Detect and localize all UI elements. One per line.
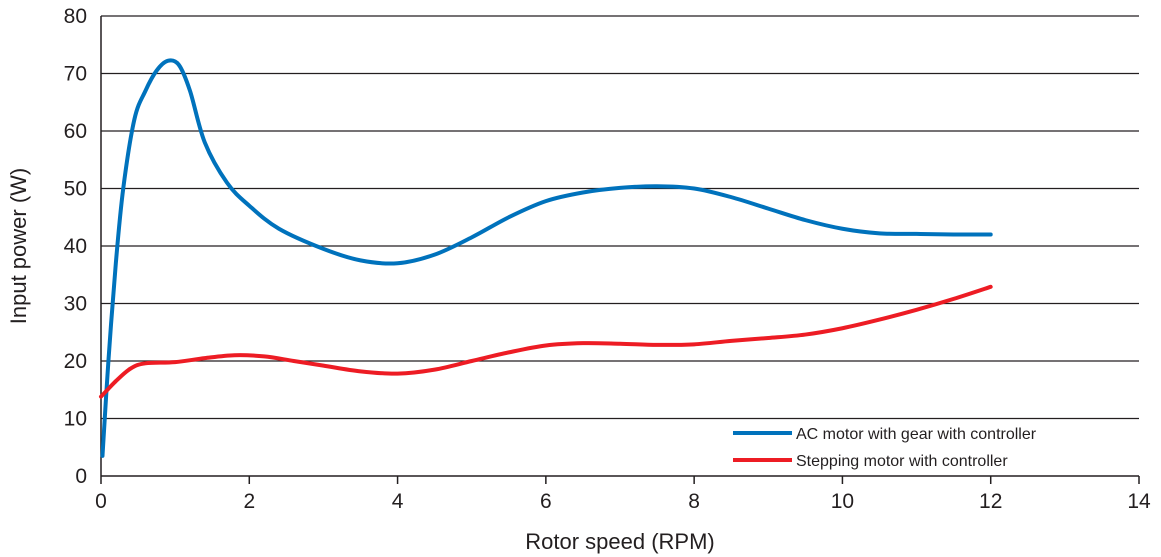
- y-tick-label: 30: [64, 293, 87, 316]
- gridlines: [101, 15, 1139, 420]
- y-tick-label: 50: [64, 178, 87, 201]
- y-tick-label: 20: [64, 350, 87, 373]
- y-tick-label: 0: [75, 465, 87, 488]
- series-line-ac-motor: [100, 58, 993, 458]
- x-tick-label: 14: [1127, 490, 1151, 513]
- x-axis-title: Rotor speed (RPM): [525, 529, 715, 554]
- x-tick-label: 4: [392, 490, 404, 513]
- legend: AC motor with gear with controller Stepp…: [733, 426, 1037, 470]
- x-tick-label: 0: [95, 490, 107, 513]
- series-lines: [99, 58, 993, 458]
- y-tick-label: 70: [64, 63, 87, 86]
- x-tick-label: 2: [243, 490, 255, 513]
- axes: [100, 16, 1140, 484]
- x-tick-label: 10: [831, 490, 854, 513]
- series-line-stepping-motor: [99, 284, 993, 399]
- x-tick-label: 12: [979, 490, 1002, 513]
- y-axis-title: Input power (W): [6, 168, 31, 325]
- tick-labels: 0 10 20 30 40 50 60 70 80 0 2 4 6 8 10 12 14: [64, 5, 1151, 513]
- y-tick-label: 60: [64, 120, 87, 143]
- x-tick-label: 6: [540, 490, 552, 513]
- x-tick-label: 8: [688, 490, 700, 513]
- y-tick-label: 40: [64, 235, 87, 258]
- y-tick-label: 80: [64, 5, 87, 28]
- y-tick-label: 10: [64, 408, 87, 431]
- legend-label-stepping-motor: Stepping motor with controller: [796, 453, 1008, 470]
- legend-label-ac-motor: AC motor with gear with controller: [796, 426, 1037, 443]
